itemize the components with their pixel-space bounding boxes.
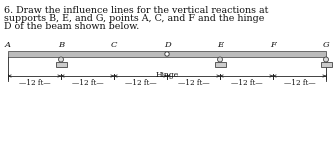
Circle shape: [324, 57, 329, 62]
Text: C: C: [111, 41, 117, 49]
Circle shape: [217, 57, 222, 62]
Text: G: G: [323, 41, 329, 49]
Text: Hinge: Hinge: [155, 71, 179, 79]
Text: D of the beam shown below.: D of the beam shown below.: [4, 22, 139, 31]
Text: —12 ft—: —12 ft—: [231, 79, 262, 87]
FancyBboxPatch shape: [8, 51, 326, 57]
Text: B: B: [58, 41, 64, 49]
Circle shape: [58, 57, 63, 62]
FancyBboxPatch shape: [55, 62, 66, 67]
FancyBboxPatch shape: [321, 62, 332, 67]
Text: —12 ft—: —12 ft—: [72, 79, 103, 87]
Text: —12 ft—: —12 ft—: [19, 79, 50, 87]
Text: —12 ft—: —12 ft—: [178, 79, 209, 87]
Text: D: D: [164, 41, 170, 49]
Text: A: A: [5, 41, 11, 49]
Text: —12 ft—: —12 ft—: [284, 79, 315, 87]
Text: F: F: [270, 41, 276, 49]
Text: —12 ft—: —12 ft—: [125, 79, 156, 87]
Circle shape: [165, 52, 169, 56]
FancyBboxPatch shape: [214, 62, 225, 67]
Text: 6. Draw the influence lines for the vertical reactions at: 6. Draw the influence lines for the vert…: [4, 6, 269, 15]
Text: E: E: [217, 41, 223, 49]
Text: supports B, E, and G, points A, C, and F and the hinge: supports B, E, and G, points A, C, and F…: [4, 14, 265, 23]
